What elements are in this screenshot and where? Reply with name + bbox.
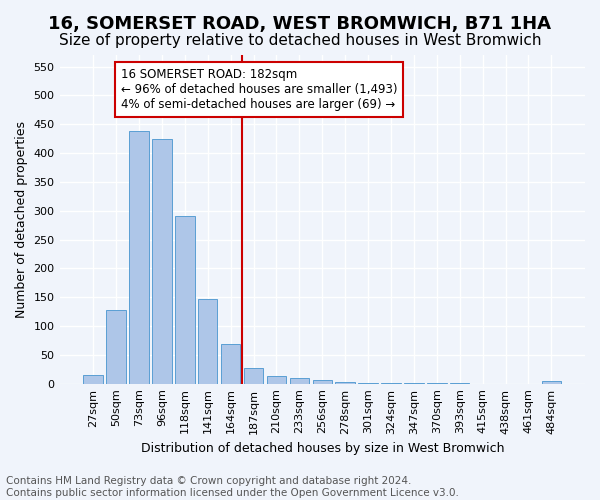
Bar bbox=[244, 368, 263, 384]
Bar bbox=[221, 344, 241, 384]
Text: Contains HM Land Registry data © Crown copyright and database right 2024.
Contai: Contains HM Land Registry data © Crown c… bbox=[6, 476, 459, 498]
Bar bbox=[106, 310, 126, 384]
Bar bbox=[313, 380, 332, 384]
Bar bbox=[83, 375, 103, 384]
Bar bbox=[198, 299, 217, 384]
Text: 16 SOMERSET ROAD: 182sqm
← 96% of detached houses are smaller (1,493)
4% of semi: 16 SOMERSET ROAD: 182sqm ← 96% of detach… bbox=[121, 68, 397, 110]
Bar bbox=[129, 131, 149, 384]
X-axis label: Distribution of detached houses by size in West Bromwich: Distribution of detached houses by size … bbox=[140, 442, 504, 455]
Bar bbox=[175, 216, 194, 384]
Y-axis label: Number of detached properties: Number of detached properties bbox=[15, 121, 28, 318]
Bar bbox=[427, 383, 446, 384]
Text: Size of property relative to detached houses in West Bromwich: Size of property relative to detached ho… bbox=[59, 32, 541, 48]
Bar bbox=[381, 382, 401, 384]
Bar bbox=[152, 138, 172, 384]
Bar bbox=[404, 383, 424, 384]
Text: 16, SOMERSET ROAD, WEST BROMWICH, B71 1HA: 16, SOMERSET ROAD, WEST BROMWICH, B71 1H… bbox=[49, 15, 551, 33]
Bar bbox=[290, 378, 309, 384]
Bar bbox=[358, 382, 378, 384]
Bar bbox=[267, 376, 286, 384]
Bar bbox=[335, 382, 355, 384]
Bar bbox=[450, 383, 469, 384]
Bar bbox=[542, 381, 561, 384]
